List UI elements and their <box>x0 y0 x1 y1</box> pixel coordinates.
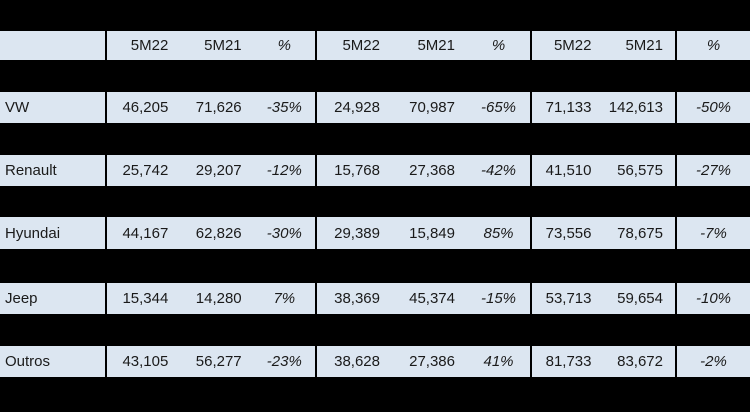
percent-cell: -50% <box>677 92 750 123</box>
row-group-3: 73,556 78,675 <box>532 217 675 249</box>
row-group-1: 44,167 62,826 -30% <box>107 217 315 249</box>
value-cell: 29,207 <box>195 162 242 179</box>
row-group-1: 43,105 56,277 -23% <box>107 346 315 377</box>
table-row-vw: VW 46,205 71,626 -35% 24,928 70,987 -65%… <box>0 92 750 123</box>
value-cell: 70,987 <box>409 99 455 116</box>
column-header-5m21: 5M21 <box>625 37 663 54</box>
value-cell: 38,628 <box>334 353 380 370</box>
percent-cell: -27% <box>677 155 750 186</box>
header-corner-cell <box>0 31 105 60</box>
row-group-2: 15,768 27,368 -42% <box>317 155 530 186</box>
percent-cell: -42% <box>480 162 517 179</box>
column-header-5m22: 5M22 <box>342 37 380 54</box>
row-group-1: 15,344 14,280 7% <box>107 283 315 314</box>
row-group-2: 38,369 45,374 -15% <box>317 283 530 314</box>
column-header-5m21: 5M21 <box>417 37 455 54</box>
table-row-hyundai: Hyundai 44,167 62,826 -30% 29,389 15,849… <box>0 217 750 249</box>
percent-cell: -15% <box>480 290 517 307</box>
value-cell: 27,386 <box>409 353 455 370</box>
row-group-1: 46,205 71,626 -35% <box>107 92 315 123</box>
value-cell: 71,626 <box>195 99 242 116</box>
percent-cell: -2% <box>677 346 750 377</box>
value-cell: 44,167 <box>122 224 169 242</box>
percent-cell: -10% <box>677 283 750 314</box>
percent-cell: 7% <box>273 290 296 307</box>
percent-cell: -23% <box>266 353 302 370</box>
row-label: Outros <box>0 346 105 377</box>
value-cell: 43,105 <box>122 353 169 370</box>
value-cell: 73,556 <box>545 224 592 242</box>
row-label: VW <box>0 92 105 123</box>
value-cell: 41,510 <box>545 162 592 179</box>
value-cell: 56,277 <box>195 353 242 370</box>
value-cell: 142,613 <box>608 99 663 116</box>
value-cell: 38,369 <box>334 290 380 307</box>
percent-cell: -12% <box>266 162 302 179</box>
value-cell: 27,368 <box>409 162 455 179</box>
value-cell: 83,672 <box>617 353 663 370</box>
row-group-2: 38,628 27,386 41% <box>317 346 530 377</box>
table-row-renault: Renault 25,742 29,207 -12% 15,768 27,368… <box>0 155 750 186</box>
value-cell: 15,768 <box>334 162 380 179</box>
column-header-pct: % <box>277 37 291 54</box>
table-header-row: 5M22 5M21 % 5M22 5M21 % 5M22 5M21 % <box>0 31 750 60</box>
percent-cell: -35% <box>266 99 302 116</box>
percent-cell: 85% <box>483 224 514 242</box>
value-cell: 15,344 <box>122 290 169 307</box>
row-group-3: 53,713 59,654 <box>532 283 675 314</box>
row-group-2: 24,928 70,987 -65% <box>317 92 530 123</box>
table-row-outros: Outros 43,105 56,277 -23% 38,628 27,386 … <box>0 346 750 377</box>
value-cell: 45,374 <box>409 290 455 307</box>
value-cell: 81,733 <box>545 353 592 370</box>
row-group-1: 25,742 29,207 -12% <box>107 155 315 186</box>
value-cell: 62,826 <box>195 224 242 242</box>
percent-cell: -30% <box>266 224 302 242</box>
value-cell: 25,742 <box>122 162 169 179</box>
header-group-2: 5M22 5M21 % <box>317 31 530 60</box>
percent-cell: 41% <box>483 353 514 370</box>
value-cell: 78,675 <box>617 224 663 242</box>
value-cell: 24,928 <box>334 99 380 116</box>
value-cell: 46,205 <box>122 99 169 116</box>
column-header-pct: % <box>677 31 750 60</box>
row-group-3: 71,133 142,613 <box>532 92 675 123</box>
value-cell: 14,280 <box>195 290 242 307</box>
column-header-pct: % <box>491 37 506 54</box>
row-label: Jeep <box>0 283 105 314</box>
row-label: Hyundai <box>0 217 105 249</box>
value-cell: 59,654 <box>617 290 663 307</box>
column-header-5m21: 5M21 <box>204 37 242 54</box>
row-label: Renault <box>0 155 105 186</box>
column-header-5m22: 5M22 <box>553 37 592 54</box>
table-row-jeep: Jeep 15,344 14,280 7% 38,369 45,374 -15%… <box>0 283 750 314</box>
value-cell: 56,575 <box>617 162 663 179</box>
percent-cell: -7% <box>677 217 750 249</box>
header-group-1: 5M22 5M21 % <box>107 31 315 60</box>
value-cell: 29,389 <box>334 224 380 242</box>
row-group-3: 81,733 83,672 <box>532 346 675 377</box>
value-cell: 71,133 <box>545 99 592 116</box>
header-group-3: 5M22 5M21 <box>532 31 675 60</box>
value-cell: 15,849 <box>409 224 455 242</box>
row-group-2: 29,389 15,849 85% <box>317 217 530 249</box>
percent-cell: -65% <box>480 99 517 116</box>
column-header-5m22: 5M22 <box>130 37 169 54</box>
value-cell: 53,713 <box>545 290 592 307</box>
row-group-3: 41,510 56,575 <box>532 155 675 186</box>
